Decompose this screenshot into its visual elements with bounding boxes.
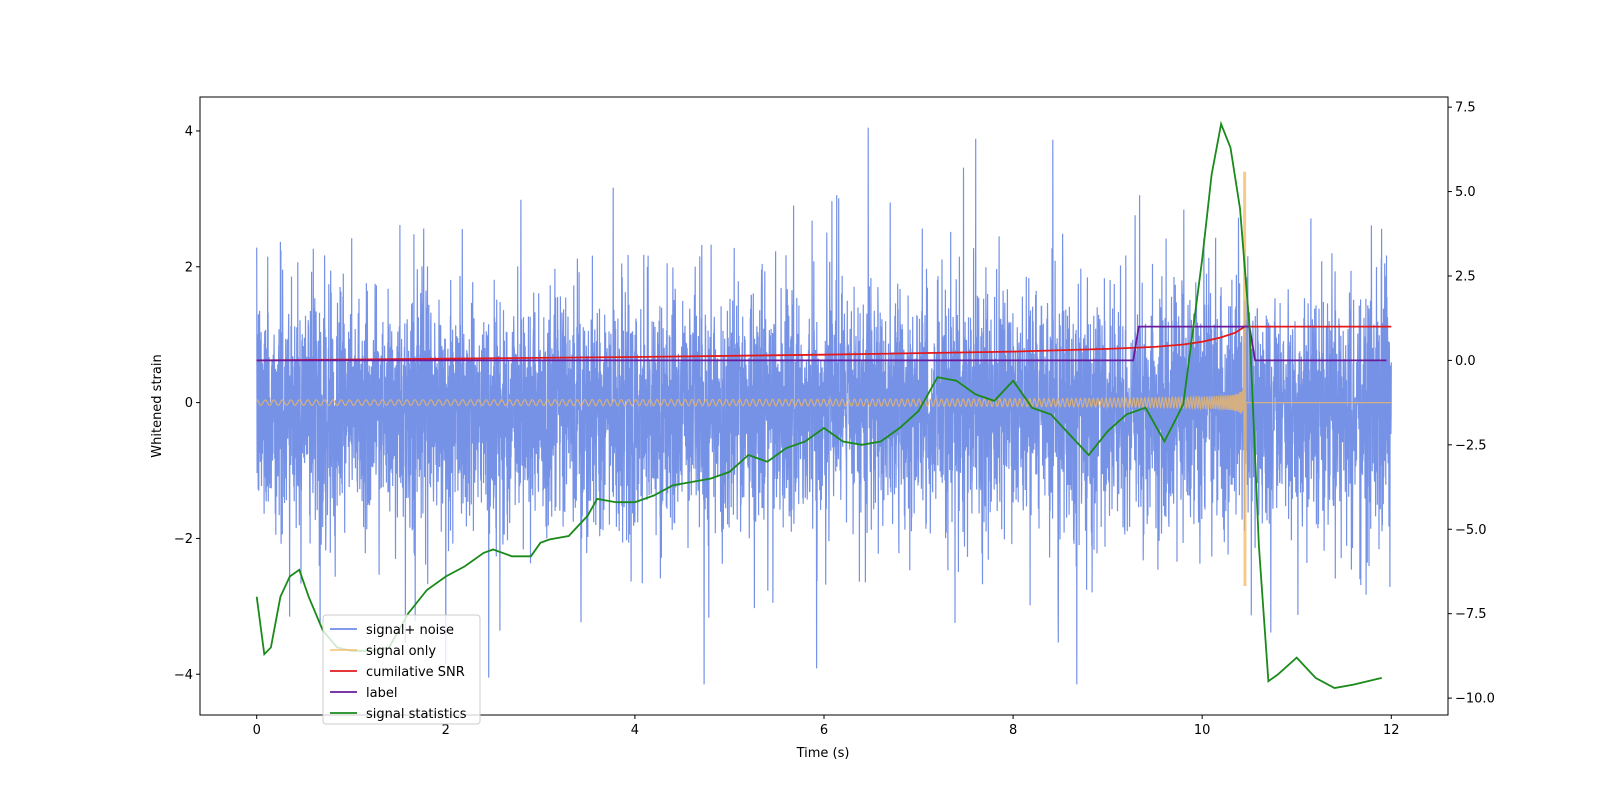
- x-tick-label: 0: [253, 723, 261, 738]
- y-tick-label: 0: [185, 396, 193, 411]
- y2-tick-label: 5.0: [1455, 185, 1476, 200]
- series-cumilative-snr-line: [256, 325, 1392, 362]
- x-axis-label: Time (s): [796, 746, 850, 761]
- y2-tick-label: −10.0: [1455, 692, 1495, 707]
- y-tick-label: −2: [174, 532, 193, 547]
- x-tick-label: 6: [820, 723, 828, 738]
- y-tick-label: 2: [185, 260, 193, 275]
- x-tick-label: 12: [1383, 723, 1400, 738]
- y-axis-left: −4 −2 0 2 4: [174, 124, 200, 683]
- series-signal-only-line: [256, 171, 1392, 587]
- y2-tick-label: 2.5: [1455, 269, 1476, 284]
- y2-tick-label: 0.0: [1455, 354, 1476, 369]
- x-tick-label: 10: [1194, 723, 1211, 738]
- legend-signal-plus-noise-label: signal+ noise: [366, 623, 454, 638]
- x-tick-label: 8: [1009, 723, 1017, 738]
- legend-signal-statistics-label: signal statistics: [366, 707, 467, 722]
- y2-tick-label: −7.5: [1455, 607, 1487, 622]
- y-tick-label: −4: [174, 668, 193, 683]
- y-tick-label: 4: [185, 124, 193, 139]
- y-axis-label: Whitened strain: [150, 354, 165, 457]
- legend: signal+ noise signal only cumilative SNR la…: [322, 614, 481, 725]
- x-tick-label: 2: [442, 723, 450, 738]
- x-tick-label: 4: [631, 723, 639, 738]
- legend-frame: [322, 614, 481, 725]
- legend-label-label: label: [366, 686, 397, 701]
- legend-signal-only-label: signal only: [366, 644, 436, 659]
- y2-tick-label: 7.5: [1455, 101, 1476, 116]
- y2-tick-label: −2.5: [1455, 438, 1487, 453]
- y-axis-right: −10.0 −7.5 −5.0 −2.5 0.0 2.5 5.0 7.5: [1448, 101, 1495, 707]
- y2-tick-label: −5.0: [1455, 523, 1487, 538]
- legend-cumilative-snr-label: cumilative SNR: [366, 665, 465, 680]
